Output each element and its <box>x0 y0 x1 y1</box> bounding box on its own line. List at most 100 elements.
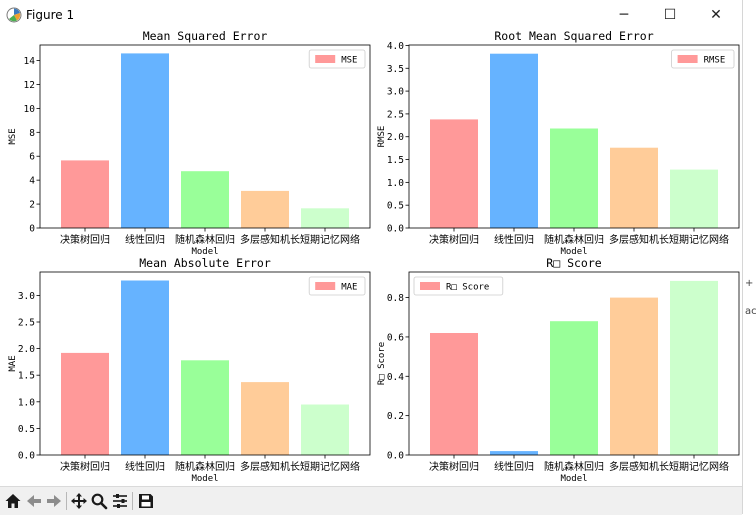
zoom-button[interactable] <box>89 490 109 512</box>
toolbar-separator <box>66 492 67 510</box>
legend-label: R□ Score <box>446 283 489 293</box>
window-titlebar: Figure 1 ─ ☐ ✕ <box>0 0 742 31</box>
chart-bar <box>61 160 109 228</box>
y-tick-label: 0.5 <box>387 201 404 212</box>
chart-four: 决策树回归 线性回归 随机森林回归 多层感知机 长短期记忆网络 0.0 0.2 0.4 0.6 0… <box>377 256 740 484</box>
configure-subplots-button[interactable] <box>110 490 130 512</box>
x-tick-label: 随机森林回归 <box>175 460 235 473</box>
save-button[interactable] <box>136 490 156 512</box>
home-button[interactable] <box>3 490 23 512</box>
chart-bar <box>550 321 598 455</box>
x-tick-label: 线性回归 <box>125 233 165 246</box>
back-button[interactable] <box>24 490 44 512</box>
back-arrow-icon <box>27 495 41 507</box>
background-window-glyph: + <box>745 278 754 289</box>
figure-canvas[interactable]: 决策树回归 线性回归 随机森林回归 多层感知机 长短期记忆网络 0 2 4 6 8 10 12 14 Me… <box>0 29 742 486</box>
configure-subplots-icon <box>113 494 127 508</box>
chart-bar <box>121 53 169 229</box>
pan-button[interactable] <box>69 490 89 512</box>
zoom-icon <box>91 493 108 510</box>
y-tick-label: 1.5 <box>387 155 404 166</box>
chart-bar <box>61 352 109 455</box>
matplotlib-app-icon <box>6 7 22 23</box>
axes-frame <box>408 44 740 229</box>
y-tick-label: 0 <box>29 224 35 235</box>
y-axis-label: MAE <box>8 355 18 371</box>
x-axis-label: Model <box>191 474 218 484</box>
legend: MSE <box>308 49 366 69</box>
chart-bar <box>301 208 349 228</box>
close-icon: ✕ <box>710 7 722 23</box>
x-tick-label: 随机森林回归 <box>544 233 604 246</box>
chart-title: R□ Score <box>546 256 601 270</box>
y-tick-label: 14 <box>24 56 36 67</box>
axes-frame <box>39 271 371 456</box>
x-tick-label: 随机森林回归 <box>175 233 235 246</box>
y-tick-label: 0.5 <box>18 424 35 435</box>
chart-title: Mean Absolute Error <box>139 256 271 270</box>
legend-swatch <box>315 282 336 290</box>
maximize-button[interactable]: ☐ <box>647 0 693 30</box>
legend-label: RMSE <box>704 56 726 66</box>
y-axis-label: R□ Score <box>377 342 387 385</box>
toolbar-separator <box>132 492 133 510</box>
y-tick-label: 0.8 <box>387 293 404 304</box>
legend: MAE <box>308 276 366 296</box>
y-tick-label: 3.0 <box>18 291 35 302</box>
chart-bar <box>670 280 718 455</box>
y-tick-label: 3.0 <box>387 87 404 98</box>
chart-two: 决策树回归 线性回归 随机森林回归 多层感知机 长短期记忆网络 0.0 0.5 1.0 1.5 2… <box>377 29 740 257</box>
x-tick-label: 线性回归 <box>494 233 534 246</box>
y-tick-label: 0.6 <box>387 332 404 343</box>
y-tick-label: 12 <box>24 80 35 91</box>
chart-bar <box>181 360 229 455</box>
x-tick-label: 决策树回归 <box>60 460 110 473</box>
legend-swatch <box>315 55 336 63</box>
x-tick-label: 长短期记忆网络 <box>659 460 729 473</box>
x-tick-label: 线性回归 <box>125 460 165 473</box>
y-tick-label: 0.0 <box>387 451 404 462</box>
legend-swatch <box>677 55 698 63</box>
x-tick-label: 决策树回归 <box>60 233 110 246</box>
y-tick-label: 1.5 <box>18 371 35 382</box>
y-tick-label: 2.5 <box>18 318 35 329</box>
y-tick-label: 1.0 <box>387 178 404 189</box>
x-tick-label: 长短期记忆网络 <box>290 460 360 473</box>
y-tick-label: 4 <box>29 176 35 187</box>
legend: R□ Score <box>413 276 504 296</box>
y-axis-label: MSE <box>8 128 18 144</box>
chart-bar <box>490 451 538 455</box>
forward-button[interactable] <box>44 490 64 512</box>
x-tick-label: 多层感知机 <box>609 233 659 246</box>
y-tick-label: 1.0 <box>18 397 35 408</box>
x-tick-label: 长短期记忆网络 <box>659 233 729 246</box>
y-tick-label: 0.4 <box>387 372 404 383</box>
chart-bar <box>181 171 229 228</box>
legend-box <box>413 276 504 296</box>
chart-bar <box>670 169 718 228</box>
x-tick-label: 多层感知机 <box>240 460 290 473</box>
chart-bar <box>610 297 658 455</box>
chart-bar <box>301 404 349 455</box>
navigation-toolbar <box>0 486 742 515</box>
legend: RMSE <box>671 49 735 69</box>
legend-swatch <box>420 282 440 290</box>
y-tick-label: 2.5 <box>387 109 404 120</box>
x-tick-label: 决策树回归 <box>429 233 479 246</box>
x-tick-label: 决策树回归 <box>429 460 479 473</box>
x-axis-label: Model <box>560 247 587 257</box>
home-icon <box>5 494 21 508</box>
chart-title: Root Mean Squared Error <box>494 30 653 43</box>
chart-bar <box>241 382 289 455</box>
x-axis-label: Model <box>191 247 218 257</box>
save-icon <box>139 494 153 508</box>
y-tick-label: 10 <box>24 104 36 115</box>
maximize-icon: ☐ <box>663 7 677 23</box>
background-window-edge: + ac <box>742 0 756 514</box>
x-tick-label: 多层感知机 <box>609 460 659 473</box>
close-button[interactable]: ✕ <box>693 0 739 30</box>
y-tick-label: 0.0 <box>387 224 404 235</box>
chart-bar <box>550 128 598 228</box>
legend-label: MSE <box>341 56 357 66</box>
minimize-button[interactable]: ─ <box>601 0 647 30</box>
